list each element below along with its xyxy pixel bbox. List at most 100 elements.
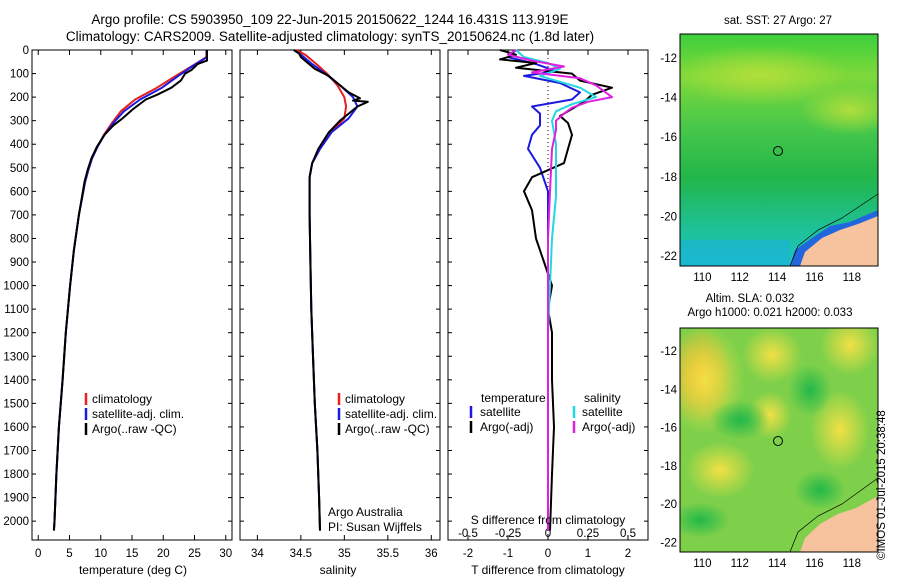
map-x-tick-label: 110	[693, 558, 711, 570]
x-tick-label: 0	[545, 548, 551, 560]
legend-sat-label: satellite-adj. clim.	[345, 407, 437, 421]
temperature-legend: climatology satellite-adj. clim. Argo(..…	[84, 392, 184, 436]
y-tick-label: 600	[10, 186, 29, 198]
map-x-tick-label: 110	[693, 272, 711, 284]
legend-sat-label: satellite-adj. clim.	[92, 407, 184, 421]
sst-map-title: sat. SST: 27 Argo: 27	[724, 15, 832, 27]
x-tick-label: 34.5	[290, 548, 312, 560]
map-x-tick-label: 114	[768, 558, 787, 570]
difference-legend: temperature salinity satellite Argo(-adj…	[469, 391, 635, 527]
map-x-tick-label: 112	[731, 558, 749, 570]
map-x-tick-label: 118	[843, 272, 861, 284]
legend-temp-heading: temperature	[481, 391, 546, 405]
sst-argo-marker	[773, 146, 783, 156]
salinity-legend: climatology satellite-adj. clim. Argo(..…	[328, 392, 437, 534]
map-y-tick-label: -18	[660, 172, 677, 184]
series-line-argo	[293, 49, 369, 531]
x-tick-label: 35	[338, 548, 351, 560]
temperature-xlabel: temperature (deg C)	[79, 563, 187, 577]
series-line-argo	[52, 50, 208, 531]
legend-sat-t-label: satellite	[480, 405, 521, 419]
x-tick-label: -1	[503, 548, 513, 560]
y-tick-label: 1800	[3, 469, 29, 481]
y-tick-label: 1700	[3, 445, 29, 457]
map-x-tick-label: 116	[805, 272, 823, 284]
legend-clim-label: climatology	[345, 392, 405, 406]
x-tick-label: 5	[66, 548, 72, 560]
y-tick-label: 1300	[3, 351, 29, 363]
y-tick-label: 1000	[3, 281, 29, 293]
x-tick-label: 34	[251, 548, 264, 560]
map-y-tick-label: -14	[660, 384, 677, 396]
sst-land	[800, 216, 878, 266]
credit-line2: PI: Susan Wijffels	[328, 520, 422, 534]
map-y-tick-label: -16	[660, 132, 677, 144]
map-x-tick-label: 116	[805, 558, 823, 570]
sst-map-frame	[679, 33, 879, 267]
map-y-tick-label: -18	[660, 461, 677, 473]
figure-title-line2: Climatology: CARS2009. Satellite-adjuste…	[65, 29, 595, 44]
legend-sat-s-label: satellite	[582, 405, 623, 419]
sla-map-title-line1: Altim. SLA: 0.032	[706, 293, 795, 305]
legend-argo-label: Argo(..raw -QC)	[92, 422, 177, 436]
map-y-tick-label: -12	[660, 346, 677, 358]
y-tick-label: 200	[10, 92, 29, 104]
y-tick-label: 2000	[3, 516, 29, 528]
x-tick-label: 36	[425, 548, 438, 560]
y-tick-label: 0	[23, 45, 29, 57]
difference-xlabel: T difference from climatology	[471, 563, 625, 577]
map-y-tick-label: -14	[660, 92, 677, 104]
profile-lines-layer	[52, 49, 613, 531]
map-y-tick-label: -22	[660, 537, 677, 549]
sla-map-image	[680, 328, 878, 552]
y-tick-label: 1100	[4, 304, 29, 316]
y-tick-label: 1500	[3, 398, 29, 410]
x-tick-label: 10	[94, 548, 107, 560]
map-x-tick-label: 114	[768, 272, 787, 284]
x-tick-label: 1	[585, 548, 591, 560]
y-tick-label: 900	[10, 257, 29, 269]
sla-map-frame	[679, 327, 879, 553]
map-y-tick-label: -20	[660, 499, 677, 511]
map-x-tick-label: 118	[843, 558, 861, 570]
x-tick-label: 35.5	[377, 548, 399, 560]
legend-argo-t-label: Argo(-adj)	[480, 420, 533, 434]
y-tick-label: 700	[10, 210, 29, 222]
y-tick-label: 1400	[3, 375, 29, 387]
temperature-plot-frame	[31, 49, 233, 541]
salinity-xlabel: salinity	[320, 563, 357, 577]
map-y-tick-label: -16	[660, 423, 677, 435]
map-y-tick-label: -20	[660, 211, 677, 223]
x-tick-label: 15	[126, 548, 139, 560]
axes-layer: 0 5 10 15 20 25 300100200300400500600700800900…	[3, 45, 861, 570]
figure-title-line1: Argo profile: CS 5903950_109 22-Jun-2015…	[91, 12, 569, 27]
top-tick-label: 0	[545, 528, 551, 540]
series-line-argo-S	[507, 49, 613, 531]
series-line-satellite-T	[507, 49, 581, 531]
map-y-tick-label: -22	[660, 251, 677, 263]
x-tick-label: 0	[35, 548, 41, 560]
y-tick-label: 1200	[3, 328, 29, 340]
y-tick-label: 800	[10, 233, 29, 245]
y-tick-label: 500	[10, 163, 29, 175]
y-tick-label: 1600	[3, 422, 29, 434]
legend-argo-label: Argo(..raw -QC)	[345, 422, 430, 436]
sst-map-image	[680, 34, 878, 266]
sla-map-title-line2: Argo h1000: 0.021 h2000: 0.033	[688, 307, 853, 319]
top-tick-label: -0.25	[495, 528, 521, 540]
map-x-tick-label: 112	[731, 272, 749, 284]
salinity-plot-frame	[239, 49, 441, 541]
sla-land	[800, 496, 878, 552]
map-y-tick-label: -12	[660, 53, 677, 65]
x-tick-label: 2	[625, 548, 631, 560]
series-line-satellite-S	[515, 49, 597, 531]
top-tick-label: 0.5	[620, 528, 636, 540]
legend-argo-s-label: Argo(-adj)	[582, 420, 635, 434]
sla-argo-marker	[773, 436, 783, 446]
x-tick-label: -2	[463, 548, 473, 560]
x-tick-label: 20	[157, 548, 170, 560]
top-tick-label: -0.5	[458, 528, 478, 540]
top-tick-label: 0.25	[577, 528, 599, 540]
x-tick-label: 25	[188, 548, 201, 560]
